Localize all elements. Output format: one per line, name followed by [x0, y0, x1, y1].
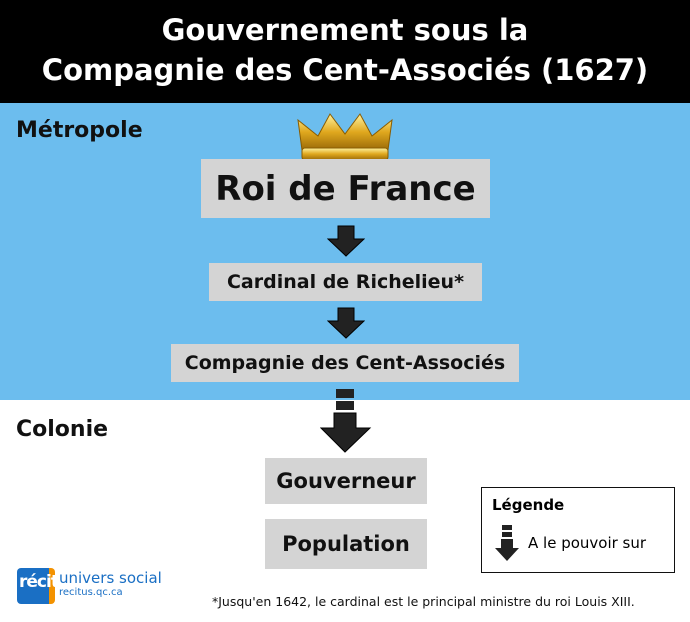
- title-line-2: Compagnie des Cent-Associés (1627): [41, 53, 649, 87]
- down-arrow-icon: [495, 525, 519, 561]
- box-gouverneur: Gouverneur: [265, 458, 427, 504]
- title-line-1: Gouvernement sous la: [161, 13, 529, 47]
- region-colonie: Colonie: [16, 417, 109, 442]
- legend-arrow-label: A le pouvoir sur: [528, 534, 647, 552]
- down-arrow-icon: [320, 389, 372, 453]
- logo-name: univers social: [59, 569, 162, 587]
- box-compagnie: Compagnie des Cent-Associés: [171, 344, 519, 382]
- crown-icon: [297, 113, 393, 161]
- box-cardinal: Cardinal de Richelieu*: [209, 263, 482, 301]
- legend: Légende A le pouvoir sur: [481, 487, 675, 573]
- footnote: *Jusqu'en 1642, le cardinal est le princ…: [212, 594, 635, 609]
- legend-title: Légende: [492, 496, 565, 514]
- box-population: Population: [265, 519, 427, 569]
- page-title: Gouvernement sous la Compagnie des Cent-…: [0, 0, 690, 103]
- logo-url: recitus.qc.ca: [59, 587, 123, 598]
- down-arrow-icon: [327, 225, 365, 257]
- box-roi: Roi de France: [201, 159, 490, 218]
- logo-brand: récit: [19, 572, 59, 592]
- region-metropole: Métropole: [16, 118, 143, 143]
- down-arrow-icon: [327, 307, 365, 339]
